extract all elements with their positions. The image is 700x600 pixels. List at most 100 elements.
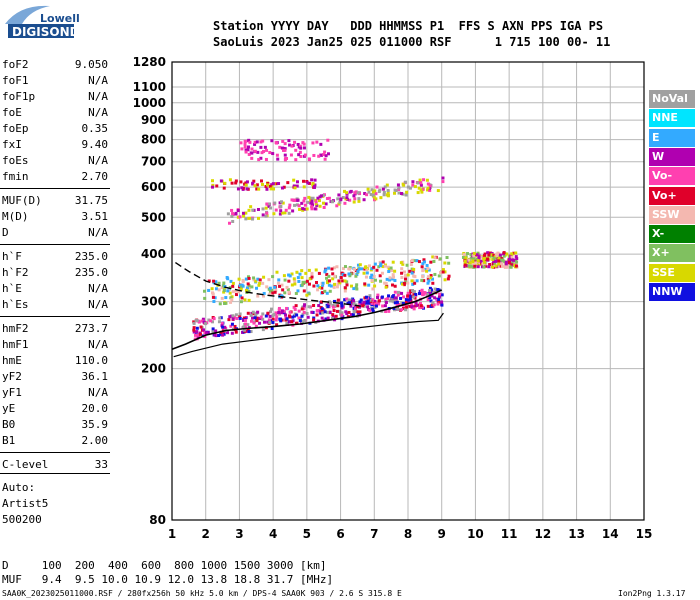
x-tick-label: 15 (636, 527, 653, 541)
echo-point (366, 299, 370, 303)
echo-point (269, 307, 273, 311)
echo-point (302, 199, 306, 203)
echo-point (312, 153, 316, 157)
x-tick-label: 10 (467, 527, 484, 541)
echo-point (312, 303, 316, 307)
echo-point (330, 267, 334, 271)
echo-point (303, 303, 307, 307)
echo-point (236, 209, 240, 213)
echo-point (290, 320, 294, 324)
echo-point (365, 268, 369, 272)
echo-point (369, 193, 373, 197)
echo-point (437, 295, 441, 299)
echo-point (234, 179, 238, 183)
echo-point (250, 151, 254, 155)
param-value: N/A (88, 90, 108, 103)
echo-point (404, 273, 408, 277)
echo-point (314, 202, 318, 206)
echo-point (428, 184, 432, 188)
echo-point (364, 301, 368, 305)
param-fmin: fmin 2.70 (2, 169, 108, 185)
echo-point (243, 139, 247, 143)
echo-point (258, 281, 262, 285)
param-value: N/A (88, 106, 108, 119)
echo-point (388, 276, 392, 280)
echo-point (282, 274, 286, 278)
echo-point (410, 267, 414, 271)
echo-point (311, 141, 315, 145)
echo-point (295, 321, 299, 325)
echo-point (482, 260, 486, 264)
echo-point (348, 190, 352, 194)
echo-point (430, 290, 434, 294)
echo-point (259, 156, 263, 160)
echo-point (367, 264, 371, 268)
echo-point (472, 257, 476, 261)
echo-point (213, 333, 217, 337)
echo-point (229, 296, 233, 300)
param-hf2: h`F2 235.0 (2, 265, 108, 281)
echo-point (211, 183, 215, 187)
echo-point (303, 196, 307, 200)
echo-point (343, 298, 347, 302)
param-fof1p: foF1p N/A (2, 89, 108, 105)
echo-point (317, 304, 321, 308)
echo-point (247, 330, 251, 334)
echo-point (307, 157, 311, 161)
echo-point (287, 290, 291, 294)
echo-point (426, 188, 430, 192)
echo-point (287, 139, 291, 143)
echo-point (292, 314, 296, 318)
echo-point (357, 267, 361, 271)
echo-point (384, 285, 388, 289)
echo-point (217, 333, 221, 337)
echo-point (492, 256, 496, 260)
echo-point (426, 304, 430, 308)
echo-point (354, 269, 358, 273)
echo-point (299, 146, 303, 150)
param-value: 110.0 (74, 354, 108, 367)
echo-point (359, 298, 363, 302)
param-name: yE (2, 402, 16, 415)
echo-point (312, 284, 316, 288)
echo-point (256, 277, 260, 281)
echo-point (307, 292, 311, 296)
echo-point (251, 208, 255, 212)
echo-point (287, 206, 291, 210)
echo-point (237, 290, 241, 294)
echo-point (246, 282, 250, 286)
echo-point (264, 214, 268, 218)
echo-point (431, 255, 435, 259)
echo-point (289, 153, 293, 157)
param-he: h`E N/A (2, 281, 108, 297)
echo-point (388, 299, 392, 303)
echo-point (270, 327, 274, 331)
echo-point (308, 277, 312, 281)
echo-point (342, 302, 346, 306)
echo-point (401, 262, 405, 266)
echo-point (417, 260, 421, 264)
echo-point (266, 183, 270, 187)
echo-point (280, 283, 284, 287)
echo-point (267, 204, 271, 208)
echo-point (253, 184, 257, 188)
echo-point (436, 288, 440, 292)
echo-point (288, 274, 292, 278)
echo-point (301, 207, 305, 211)
echo-point (310, 199, 314, 203)
echo-point (472, 253, 476, 257)
echo-point (463, 259, 467, 263)
param-yf2: yF2 36.1 (2, 369, 108, 385)
echo-point (286, 181, 290, 185)
echo-point (272, 187, 276, 191)
echo-point (392, 306, 396, 310)
legend-item-w: W (649, 147, 695, 166)
echo-point (280, 294, 284, 298)
param-separator (0, 316, 110, 317)
y-tick-label: 800 (141, 133, 166, 147)
echo-point (431, 277, 435, 281)
echo-point (360, 302, 364, 306)
echo-point (192, 330, 196, 334)
distance-row: D 100 200 400 600 800 1000 1500 3000 [km… (2, 559, 327, 572)
echo-point (255, 140, 259, 144)
